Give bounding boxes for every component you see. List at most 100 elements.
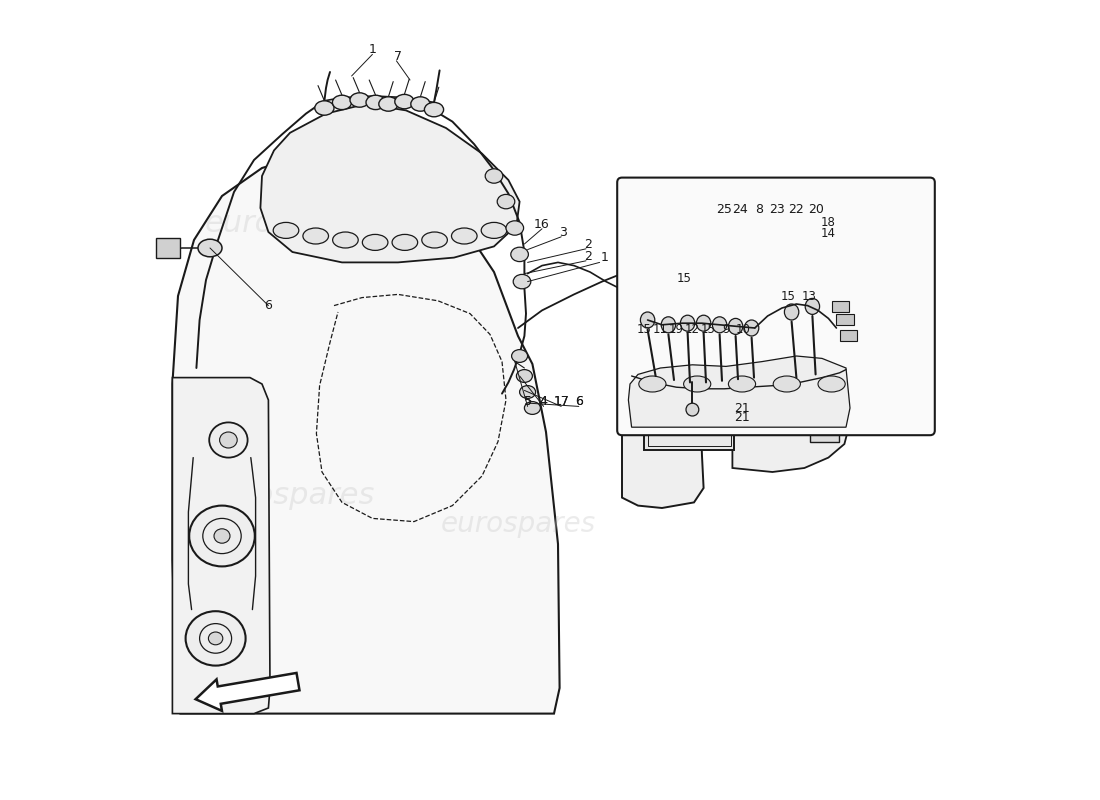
Bar <box>839 330 857 341</box>
Ellipse shape <box>425 102 443 117</box>
Text: 5: 5 <box>524 395 531 408</box>
Text: eurospares: eurospares <box>205 482 375 510</box>
Text: 20: 20 <box>807 203 824 216</box>
Text: 6: 6 <box>575 395 583 408</box>
Ellipse shape <box>485 169 503 183</box>
Bar <box>644 195 657 206</box>
Text: 7: 7 <box>394 50 402 62</box>
Ellipse shape <box>410 97 430 111</box>
Ellipse shape <box>198 239 222 257</box>
Text: 2: 2 <box>584 250 592 262</box>
Text: 24: 24 <box>733 203 748 216</box>
Ellipse shape <box>640 312 654 328</box>
Bar <box>698 195 711 206</box>
Text: 14: 14 <box>821 227 836 240</box>
Text: 6: 6 <box>575 395 583 408</box>
Text: 23: 23 <box>769 203 785 216</box>
Text: eurospares: eurospares <box>205 210 375 238</box>
Text: 8: 8 <box>756 203 763 216</box>
Text: 16: 16 <box>535 218 550 230</box>
Text: 25: 25 <box>716 203 733 216</box>
Polygon shape <box>261 104 519 262</box>
Ellipse shape <box>302 228 329 244</box>
Ellipse shape <box>378 97 398 111</box>
Bar <box>778 394 808 432</box>
Text: 21: 21 <box>734 402 750 414</box>
Text: eurospares: eurospares <box>632 242 788 270</box>
Ellipse shape <box>481 222 507 238</box>
Ellipse shape <box>818 376 845 392</box>
Ellipse shape <box>362 234 388 250</box>
Text: 15: 15 <box>781 290 795 302</box>
Ellipse shape <box>745 320 759 336</box>
Ellipse shape <box>681 315 695 331</box>
Ellipse shape <box>525 402 540 414</box>
Ellipse shape <box>497 194 515 209</box>
Bar <box>156 238 180 258</box>
Ellipse shape <box>451 228 477 244</box>
Ellipse shape <box>209 422 248 458</box>
Ellipse shape <box>506 221 524 235</box>
Text: 18: 18 <box>821 216 836 229</box>
Text: 12: 12 <box>685 323 700 336</box>
Text: 9: 9 <box>723 323 729 336</box>
Ellipse shape <box>189 506 255 566</box>
Text: 19: 19 <box>669 323 684 336</box>
Text: 4: 4 <box>540 395 548 408</box>
Bar <box>657 195 670 206</box>
Text: eurospares: eurospares <box>440 510 595 538</box>
Text: 17: 17 <box>553 395 569 408</box>
Text: 17: 17 <box>553 395 569 408</box>
Ellipse shape <box>315 101 334 115</box>
Ellipse shape <box>214 529 230 543</box>
Text: 11: 11 <box>653 323 668 336</box>
Ellipse shape <box>661 317 675 333</box>
Bar <box>712 195 725 206</box>
Polygon shape <box>621 194 722 508</box>
Ellipse shape <box>686 403 698 416</box>
Ellipse shape <box>350 93 370 107</box>
Ellipse shape <box>332 232 359 248</box>
Ellipse shape <box>728 376 756 392</box>
Polygon shape <box>173 154 560 714</box>
Ellipse shape <box>392 234 418 250</box>
Text: 15: 15 <box>637 323 652 336</box>
Ellipse shape <box>395 94 414 109</box>
Bar <box>648 294 730 446</box>
Ellipse shape <box>805 298 820 314</box>
Text: 10: 10 <box>736 323 751 336</box>
Bar <box>671 195 683 206</box>
Ellipse shape <box>728 318 743 334</box>
Text: 22: 22 <box>789 203 804 216</box>
Ellipse shape <box>516 370 532 382</box>
Bar <box>684 195 697 206</box>
Ellipse shape <box>683 376 711 392</box>
Bar <box>836 314 854 325</box>
Ellipse shape <box>512 350 528 362</box>
Ellipse shape <box>186 611 245 666</box>
Ellipse shape <box>332 95 352 110</box>
Bar <box>810 406 839 442</box>
Ellipse shape <box>510 247 528 262</box>
Text: 21: 21 <box>734 411 750 424</box>
Text: 5: 5 <box>524 395 531 408</box>
Text: 15: 15 <box>676 272 692 285</box>
Ellipse shape <box>773 376 801 392</box>
Ellipse shape <box>366 95 385 110</box>
Text: 13: 13 <box>802 290 816 302</box>
Ellipse shape <box>784 304 799 320</box>
Ellipse shape <box>519 386 536 398</box>
Text: 3: 3 <box>559 226 566 238</box>
Text: 1: 1 <box>368 43 376 56</box>
Polygon shape <box>173 378 270 714</box>
FancyArrow shape <box>196 673 299 711</box>
Ellipse shape <box>273 222 299 238</box>
FancyBboxPatch shape <box>617 178 935 435</box>
Ellipse shape <box>421 232 448 248</box>
Bar <box>645 274 734 291</box>
Ellipse shape <box>208 632 223 645</box>
Text: 6: 6 <box>264 299 273 312</box>
Bar <box>645 291 734 450</box>
Ellipse shape <box>639 376 665 392</box>
Polygon shape <box>628 356 850 427</box>
